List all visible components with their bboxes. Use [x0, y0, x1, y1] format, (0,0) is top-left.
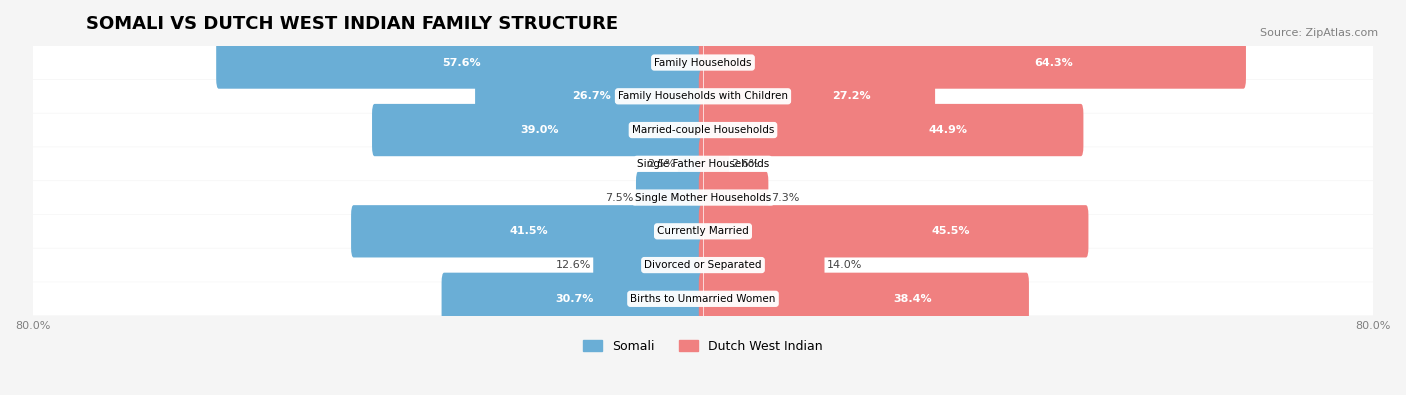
Text: Currently Married: Currently Married: [657, 226, 749, 236]
FancyBboxPatch shape: [32, 248, 1374, 282]
Text: Family Households with Children: Family Households with Children: [619, 91, 787, 101]
Text: 38.4%: 38.4%: [893, 294, 931, 304]
FancyBboxPatch shape: [32, 46, 1374, 79]
Text: 27.2%: 27.2%: [832, 91, 870, 101]
FancyBboxPatch shape: [352, 205, 707, 258]
FancyBboxPatch shape: [217, 36, 707, 89]
Text: 12.6%: 12.6%: [555, 260, 591, 270]
Text: 7.5%: 7.5%: [605, 192, 634, 203]
Text: Births to Unmarried Women: Births to Unmarried Women: [630, 294, 776, 304]
FancyBboxPatch shape: [32, 113, 1374, 147]
FancyBboxPatch shape: [373, 104, 707, 156]
Text: 39.0%: 39.0%: [520, 125, 558, 135]
Text: 2.6%: 2.6%: [731, 159, 759, 169]
Text: SOMALI VS DUTCH WEST INDIAN FAMILY STRUCTURE: SOMALI VS DUTCH WEST INDIAN FAMILY STRUC…: [86, 15, 619, 33]
Text: Source: ZipAtlas.com: Source: ZipAtlas.com: [1260, 28, 1378, 38]
Text: 2.5%: 2.5%: [647, 159, 675, 169]
FancyBboxPatch shape: [699, 171, 768, 224]
FancyBboxPatch shape: [32, 215, 1374, 248]
FancyBboxPatch shape: [32, 181, 1374, 214]
Legend: Somali, Dutch West Indian: Somali, Dutch West Indian: [578, 335, 828, 358]
FancyBboxPatch shape: [32, 147, 1374, 181]
Text: 30.7%: 30.7%: [555, 294, 593, 304]
FancyBboxPatch shape: [32, 282, 1374, 315]
Text: Family Households: Family Households: [654, 58, 752, 68]
Text: Single Mother Households: Single Mother Households: [636, 192, 770, 203]
Text: 45.5%: 45.5%: [932, 226, 970, 236]
Text: Married-couple Households: Married-couple Households: [631, 125, 775, 135]
FancyBboxPatch shape: [636, 171, 707, 224]
FancyBboxPatch shape: [699, 273, 1029, 325]
Text: 57.6%: 57.6%: [443, 58, 481, 68]
Text: Divorced or Separated: Divorced or Separated: [644, 260, 762, 270]
Text: 41.5%: 41.5%: [510, 226, 548, 236]
Text: 7.3%: 7.3%: [770, 192, 799, 203]
Text: Single Father Households: Single Father Households: [637, 159, 769, 169]
FancyBboxPatch shape: [593, 239, 707, 291]
Text: 14.0%: 14.0%: [827, 260, 862, 270]
Text: 64.3%: 64.3%: [1033, 58, 1073, 68]
FancyBboxPatch shape: [475, 70, 707, 122]
FancyBboxPatch shape: [699, 239, 824, 291]
FancyBboxPatch shape: [699, 70, 935, 122]
FancyBboxPatch shape: [699, 36, 1246, 89]
FancyBboxPatch shape: [678, 137, 707, 190]
FancyBboxPatch shape: [32, 80, 1374, 113]
FancyBboxPatch shape: [699, 205, 1088, 258]
Text: 26.7%: 26.7%: [572, 91, 610, 101]
Text: 44.9%: 44.9%: [928, 125, 967, 135]
FancyBboxPatch shape: [699, 137, 728, 190]
FancyBboxPatch shape: [699, 104, 1084, 156]
FancyBboxPatch shape: [441, 273, 707, 325]
